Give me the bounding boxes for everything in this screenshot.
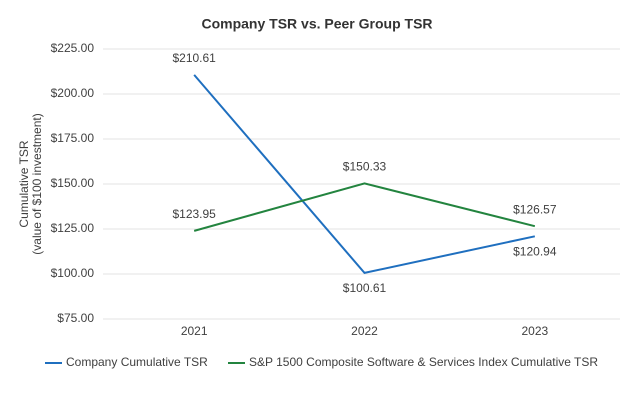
- data-label: $210.61: [172, 51, 216, 65]
- y-tick-label: $125.00: [51, 221, 95, 235]
- legend-label: Company Cumulative TSR: [66, 355, 208, 369]
- data-label: $123.95: [172, 207, 216, 221]
- y-tick-label: $75.00: [57, 311, 94, 325]
- data-label: $100.61: [343, 281, 387, 295]
- y-tick-label: $200.00: [51, 86, 95, 100]
- y-axis-label: Cumulative TSR: [17, 140, 31, 227]
- series-line: [193, 182, 536, 232]
- series-line: [193, 74, 536, 275]
- y-tick-label: $150.00: [51, 176, 95, 190]
- data-label: $126.57: [513, 202, 557, 216]
- y-tick-label: $175.00: [51, 131, 95, 145]
- x-tick-label: 2023: [521, 324, 548, 338]
- x-tick-label: 2021: [181, 324, 208, 338]
- chart-title: Company TSR vs. Peer Group TSR: [201, 16, 432, 32]
- y-tick-label: $100.00: [51, 266, 95, 280]
- y-axis-label: (value of $100 investment): [30, 113, 44, 254]
- legend-label: S&P 1500 Composite Software & Services I…: [249, 355, 598, 369]
- x-tick-label: 2022: [351, 324, 378, 338]
- y-tick-label: $225.00: [51, 41, 95, 55]
- data-label: $120.94: [513, 244, 557, 258]
- data-label: $150.33: [343, 160, 387, 174]
